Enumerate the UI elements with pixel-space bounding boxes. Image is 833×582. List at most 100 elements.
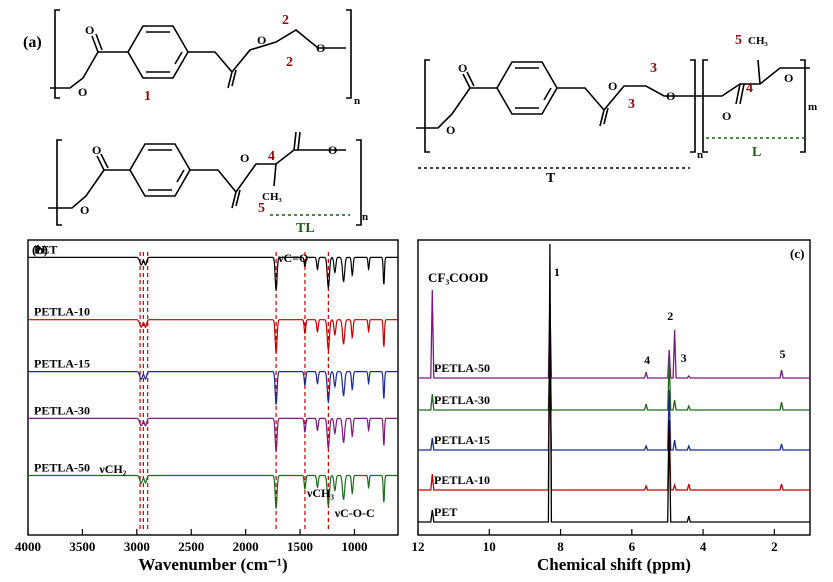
x-tick-label: 3500	[69, 539, 95, 554]
atom-o: O	[92, 143, 101, 157]
x-tick-label: 4	[700, 539, 707, 554]
carbonyl-bond	[96, 153, 109, 171]
ester-right	[188, 51, 237, 89]
atom-o: O	[316, 41, 325, 55]
position-number: 4	[746, 81, 753, 96]
methyl-bond	[757, 59, 761, 85]
band-annotation: νC=O	[277, 251, 308, 265]
atom-o: O	[80, 203, 89, 217]
solvent-label: CF₃COOD	[428, 270, 488, 285]
ester-right	[557, 87, 609, 127]
ester-right	[190, 169, 241, 209]
position-number: 2	[286, 55, 293, 70]
atom-o: O	[784, 71, 793, 85]
atom-o: O	[257, 33, 266, 47]
atom-o: O	[78, 85, 87, 99]
x-tick-label: 2	[771, 539, 778, 554]
position-number: 5	[735, 33, 742, 48]
x-tick-label: 2500	[178, 539, 204, 554]
carbonyl-bond	[462, 71, 475, 89]
series-label: PETLA-10	[434, 473, 490, 487]
series-label: PETLA-30	[34, 403, 90, 417]
x-axis-title: Chemical shift (ppm)	[537, 555, 691, 574]
atom-o: O	[666, 89, 675, 103]
position-number: 3	[650, 61, 657, 76]
panel-a: (a) O O O O 1 2 2 n	[23, 9, 817, 236]
panel-b-ftir-chart: PET PETLA-10 PETLA-15 PETLA-30 PETLA-50 νC=O ν…	[15, 239, 399, 574]
position-number: 2	[282, 13, 289, 28]
series-line-petla-50	[28, 474, 398, 509]
series-label: PETLA-30	[434, 393, 490, 407]
benzene-inner	[146, 31, 183, 73]
series-label: PETLA-50	[434, 361, 490, 375]
nmr-series-petla-15	[418, 379, 810, 451]
bond-chain	[48, 169, 105, 209]
structure-t-l: O O O O O O 3 3 4 5 CH₃ n m T L	[416, 33, 817, 186]
subscript: n	[354, 95, 360, 107]
band-annotation: νCH₃	[306, 486, 334, 500]
methyl-bond	[273, 163, 277, 187]
x-tick-label: 4000	[15, 539, 41, 554]
x-tick-label: 10	[483, 539, 496, 554]
series-line-pet	[28, 256, 398, 291]
bracket-left	[54, 9, 60, 99]
x-tick-label: 8	[557, 539, 564, 554]
nmr-series-petla-30	[418, 349, 810, 411]
x-axis-title: Wavenumber (cm⁻¹)	[138, 555, 287, 574]
bracket-right-t	[690, 59, 696, 153]
main-chain	[603, 67, 810, 111]
series-label: PET	[34, 242, 57, 256]
benzene-ring	[129, 143, 191, 197]
series-label: PETLA-15	[434, 433, 490, 447]
panel-a-label: (a)	[23, 34, 42, 51]
structure-pet: O O O O 1 2 2 n	[50, 9, 360, 107]
methyl-group: CH₃	[748, 35, 769, 47]
position-number: 4	[268, 149, 275, 164]
nmr-series-pet	[418, 243, 810, 523]
atom-o: O	[458, 61, 467, 75]
x-tick-label: 3000	[124, 539, 150, 554]
structure-tl: O O O O 4 5 CH₃ n TL	[48, 131, 368, 236]
plot-frame	[27, 239, 399, 536]
panel-c-label: (c)	[790, 246, 804, 261]
band-annotation: νCH₂	[98, 462, 126, 476]
series-label: PETLA-15	[34, 357, 90, 371]
atom-o: O	[328, 143, 337, 157]
position-number: 3	[628, 97, 635, 112]
series-line-petla-15	[28, 371, 398, 405]
atom-o: O	[608, 79, 617, 93]
bracket-left	[424, 59, 430, 153]
bracket-right-l	[800, 59, 806, 153]
subscript: m	[808, 101, 817, 113]
bond-chain	[416, 87, 471, 129]
bracket-left	[56, 139, 62, 226]
position-number: 5	[258, 201, 265, 216]
subscript: n	[697, 149, 703, 161]
series-line-petla-30	[28, 417, 398, 452]
x-tick-label: 12	[412, 539, 425, 554]
bracket-right	[346, 9, 352, 99]
subscript: n	[362, 211, 368, 223]
bond-chain	[50, 51, 99, 89]
x-tick-label: 2000	[233, 539, 259, 554]
segment-label-tl: TL	[296, 221, 315, 236]
methyl-group: CH₃	[262, 191, 283, 203]
carbonyl-bond	[735, 83, 745, 105]
atom-o: O	[446, 123, 455, 137]
benzene-ring	[127, 25, 189, 79]
peak-label: 2	[667, 309, 673, 323]
bracket-left-l	[702, 59, 708, 153]
atom-o: O	[240, 151, 249, 165]
x-tick-label: 1500	[287, 539, 313, 554]
peak-label: 1	[554, 265, 560, 279]
x-tick-label: 6	[629, 539, 636, 554]
x-tick-label: 1000	[341, 539, 367, 554]
segment-label-t: T	[546, 171, 556, 186]
atom-o: O	[722, 109, 731, 123]
peak-label: 4	[644, 353, 650, 367]
benzene-ring	[496, 61, 558, 115]
series-label: PETLA-50	[34, 460, 90, 474]
benzene-inner	[148, 149, 185, 191]
